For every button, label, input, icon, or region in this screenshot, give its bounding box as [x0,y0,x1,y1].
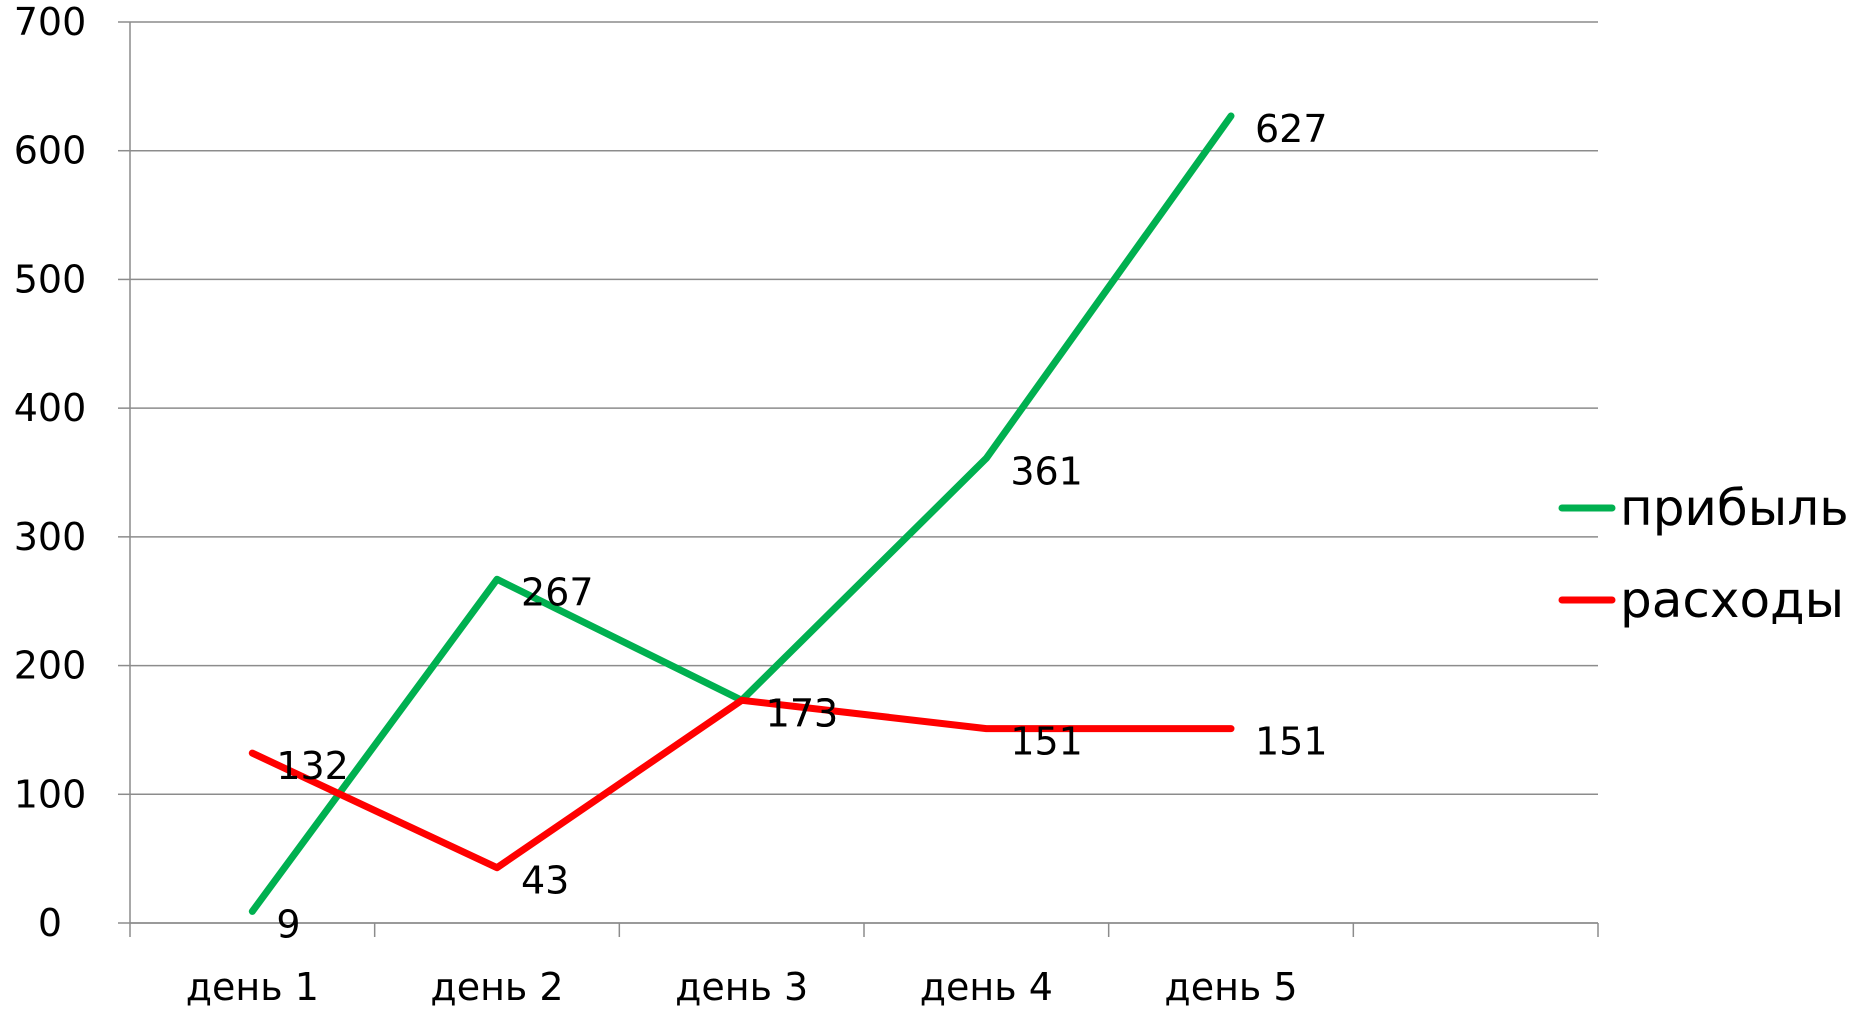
x-tick-label: день 5 [1164,965,1297,1009]
data-label: 627 [1255,107,1328,151]
legend-label: прибыль [1620,479,1849,537]
legend: прибыль расходы [1558,479,1849,629]
series-line-1 [248,112,1235,915]
data-label: 151 [1255,720,1328,764]
legend-label: расходы [1620,571,1844,629]
data-label: 132 [276,744,349,788]
data-label: 173 [766,691,839,735]
y-tick-label: 100 [14,772,87,816]
data-label: 9 [276,902,300,946]
y-tick-label: 500 [14,257,87,301]
y-tick-label: 700 [14,0,87,44]
axes [118,21,1599,937]
y-tick-label: 0 [38,901,62,945]
data-label: 267 [521,570,594,614]
data-label: 151 [1010,720,1083,764]
x-tick-labels: день 1 день 2 день 3 день 4 день 5 [186,965,1298,1009]
y-tick-labels: 0 100 200 300 400 500 600 700 [14,0,87,945]
y-tick-label: 300 [14,515,87,559]
y-tick-label: 600 [14,129,87,173]
data-label: 361 [1010,449,1083,493]
series-lines [248,112,1235,915]
x-tick-label: день 1 [186,965,319,1009]
x-tick-label: день 3 [675,965,808,1009]
data-label: 43 [521,859,569,903]
y-tick-label: 400 [14,386,87,430]
x-tick-label: день 4 [920,965,1053,1009]
gridlines [130,21,1598,924]
y-tick-label: 200 [14,644,87,688]
series-line-2 [248,696,1235,872]
x-tick-label: день 2 [430,965,563,1009]
data-label: 173 [766,691,839,735]
